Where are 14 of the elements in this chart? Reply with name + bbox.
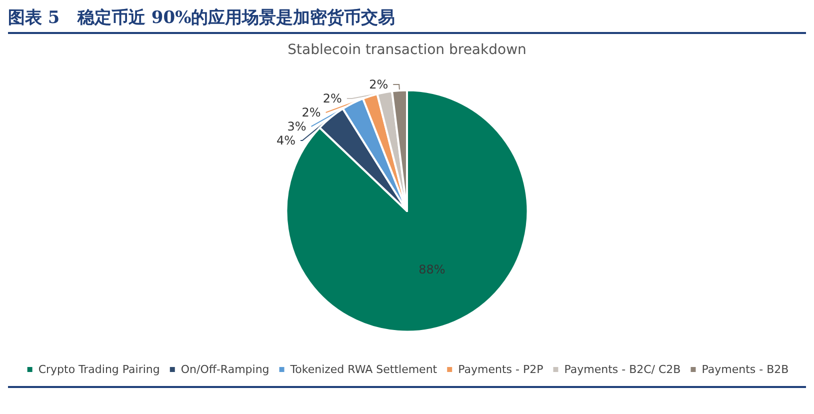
legend-label: Tokenized RWA Settlement <box>289 363 438 376</box>
data-label: 4% <box>276 133 296 148</box>
legend-label: Payments - P2P <box>458 363 544 376</box>
data-label: 88% <box>418 262 446 276</box>
data-label: 3% <box>287 119 306 134</box>
data-label: 2% <box>369 77 388 92</box>
legend-label: On/Off-Ramping <box>180 363 270 376</box>
legend-label: Crypto Trading Pairing <box>38 363 160 376</box>
chart-title: 图表 5 稳定币近 90%的应用场景是加密货币交易 <box>8 4 806 34</box>
data-label: 2% <box>302 105 321 120</box>
data-label: 2% <box>322 91 342 106</box>
legend-label: Payments - B2C/ C2B <box>564 363 681 376</box>
legend-label: Payments - B2B <box>702 363 789 376</box>
chart-subtitle: Stablecoin transaction breakdown <box>288 42 526 58</box>
